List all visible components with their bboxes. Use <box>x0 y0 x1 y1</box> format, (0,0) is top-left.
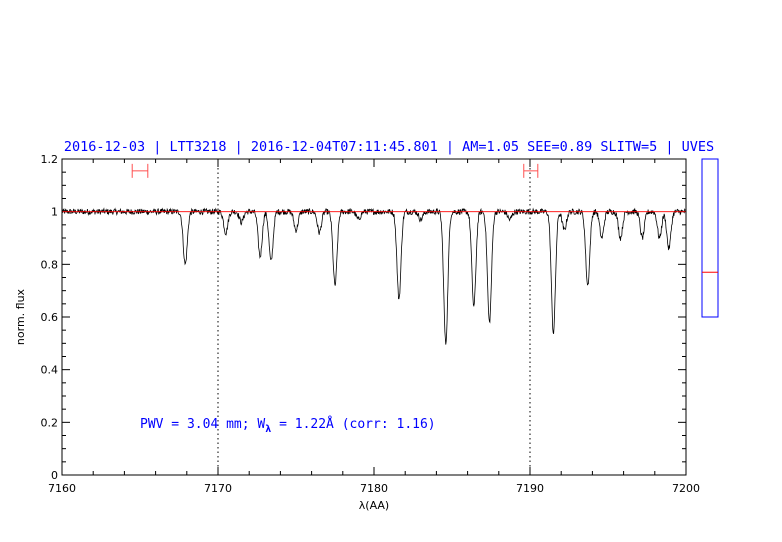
y-tick-label: 1.2 <box>41 153 59 166</box>
x-tick-label: 7200 <box>672 482 700 495</box>
x-axis-label: λ(AA) <box>359 499 389 512</box>
x-tick-label: 7160 <box>48 482 76 495</box>
y-tick-label: 0.2 <box>41 416 59 429</box>
x-tick-label: 7180 <box>360 482 388 495</box>
annotation-text: PWV = 3.04 mm; Wλ = 1.22Å (corr: 1.16) <box>140 416 436 435</box>
y-tick-label: 0 <box>51 469 58 482</box>
plot-frame <box>61 158 687 476</box>
plot-area: 7160 7170 7180 7190 7200 0 0.2 0.4 0.6 0.8 1 1.2 <box>41 153 701 495</box>
y-axis-label: norm. flux <box>14 288 27 345</box>
annotation-post: = 1.22Å (corr: 1.16) <box>271 416 435 432</box>
chart-title: 2016-12-03 | LTT3218 | 2016-12-04T07:11:… <box>64 139 714 155</box>
x-tick-label: 7190 <box>516 482 544 495</box>
spectrum-line <box>61 207 687 345</box>
x-tick-label: 7170 <box>204 482 232 495</box>
y-tick-label: 0.8 <box>41 258 59 271</box>
y-tick-label: 0.4 <box>41 364 59 377</box>
side-panel-box <box>701 158 719 318</box>
annotation-sub: λ <box>265 424 271 435</box>
annotation-pre: PWV = 3.04 mm; W <box>140 417 265 432</box>
y-tick-label: 1 <box>51 206 58 219</box>
side-panel <box>701 158 719 318</box>
y-tick-label: 0.6 <box>41 311 59 324</box>
